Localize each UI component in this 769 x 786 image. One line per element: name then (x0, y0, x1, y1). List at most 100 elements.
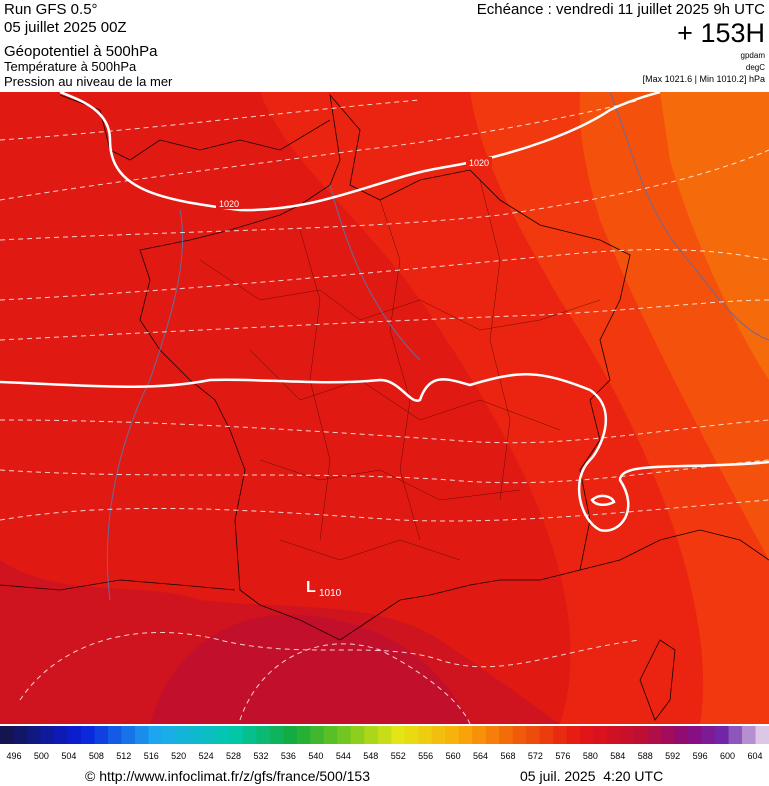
field-title: Température à 500hPa (4, 59, 137, 74)
colorbar-swatch (148, 726, 163, 744)
colorbar-swatch (161, 726, 176, 744)
colorbar-label: 504 (61, 751, 76, 761)
colorbar-swatch (593, 726, 608, 744)
colorbar-swatch (13, 726, 28, 744)
colorbar-label: 500 (34, 751, 49, 761)
colorbar: 496 500 504 508 512 516 520 524 528 532 536 540 544 5… (0, 726, 769, 761)
colorbar-swatch (310, 726, 325, 744)
colorbar-label: 592 (665, 751, 680, 761)
field-title: Géopotentiel à 500hPa (4, 43, 158, 60)
run-date: 05 juillet 2025 00Z (4, 19, 127, 36)
colorbar-label: 548 (363, 751, 378, 761)
colorbar-swatch (728, 726, 743, 744)
colorbar-label: 516 (144, 751, 159, 761)
colorbar-label: 568 (500, 751, 515, 761)
colorbar-label: 512 (116, 751, 131, 761)
colorbar-label: 600 (720, 751, 735, 761)
colorbar-swatch (296, 726, 311, 744)
pressure-range: [Max 1021.6 | Min 1010.2] hPa (643, 74, 765, 84)
colorbar-swatch (121, 726, 136, 744)
colorbar-swatch (256, 726, 271, 744)
colorbar-swatch (404, 726, 419, 744)
colorbar-label: 564 (473, 751, 488, 761)
colorbar-swatch (539, 726, 554, 744)
colorbar-label: 532 (253, 751, 268, 761)
colorbar-swatch (0, 726, 14, 744)
colorbar-label: 544 (336, 751, 351, 761)
colorbar-swatch (526, 726, 541, 744)
colorbar-swatch (647, 726, 662, 744)
colorbar-swatch (269, 726, 284, 744)
colorbar-swatch (323, 726, 338, 744)
colorbar-swatch (188, 726, 203, 744)
colorbar-swatch (553, 726, 568, 744)
colorbar-swatch (755, 726, 769, 744)
colorbar-label: 536 (281, 751, 296, 761)
colorbar-swatch (512, 726, 527, 744)
colorbar-swatch (458, 726, 473, 744)
colorbar-swatch (620, 726, 635, 744)
colorbar-swatch (566, 726, 581, 744)
colorbar-swatch (499, 726, 514, 744)
colorbar-label: 496 (6, 751, 21, 761)
timestamp: 05 juil. 2025 4:20 UTC (520, 768, 663, 784)
colorbar-swatch (134, 726, 149, 744)
colorbar-swatch (242, 726, 257, 744)
colorbar-label: 552 (391, 751, 406, 761)
unit: degC (746, 63, 765, 72)
colorbar-swatch (40, 726, 55, 744)
field-title: Pression au niveau de la mer (4, 74, 173, 89)
run-title: Run GFS 0.5° (4, 1, 98, 18)
colorbar-swatch (53, 726, 68, 744)
colorbar-label: 576 (555, 751, 570, 761)
colorbar-swatch (674, 726, 689, 744)
colorbar-swatch (67, 726, 82, 744)
colorbar-label: 604 (747, 751, 762, 761)
colorbar-swatch (485, 726, 500, 744)
colorbar-label: 588 (638, 751, 653, 761)
colorbar-swatch (283, 726, 298, 744)
colorbar-swatch (202, 726, 217, 744)
colorbar-swatch (445, 726, 460, 744)
colorbar-label: 508 (89, 751, 104, 761)
valid-time: Echéance : vendredi 11 juillet 2025 9h U… (477, 1, 765, 18)
colorbar-swatch (26, 726, 41, 744)
source: © http://www.infoclimat.fr/z/gfs/france/… (85, 768, 370, 784)
colorbar-swatch (364, 726, 379, 744)
low-value: 1010 (319, 588, 342, 599)
colorbar-swatch (418, 726, 433, 744)
colorbar-swatch (94, 726, 109, 744)
colorbar-swatch (431, 726, 446, 744)
colorbar-label: 572 (528, 751, 543, 761)
colorbar-label: 540 (308, 751, 323, 761)
colorbar-swatch (377, 726, 392, 744)
lead-time: + 153H (677, 18, 765, 48)
colorbar-swatch (107, 726, 122, 744)
colorbar-swatch (661, 726, 676, 744)
colorbar-swatch (701, 726, 716, 744)
isobar-label: 1020 (469, 158, 489, 168)
colorbar-label: 580 (583, 751, 598, 761)
colorbar-swatch (634, 726, 649, 744)
colorbar-swatch (715, 726, 730, 744)
colorbar-swatch (350, 726, 365, 744)
colorbar-label: 560 (446, 751, 461, 761)
colorbar-swatch (742, 726, 757, 744)
colorbar-swatch (580, 726, 595, 744)
colorbar-label: 528 (226, 751, 241, 761)
colorbar-swatch (80, 726, 95, 744)
map: 1020 1020 L 1010 (0, 92, 769, 724)
low-symbol: L (306, 579, 316, 596)
colorbar-swatch (337, 726, 352, 744)
unit: gpdam (741, 51, 766, 60)
colorbar-swatch (175, 726, 190, 744)
colorbar-swatch (215, 726, 230, 744)
colorbar-swatch (472, 726, 487, 744)
colorbar-label: 556 (418, 751, 433, 761)
colorbar-label: 524 (199, 751, 214, 761)
colorbar-label: 596 (693, 751, 708, 761)
colorbar-swatch (688, 726, 703, 744)
colorbar-label: 520 (171, 751, 186, 761)
colorbar-label: 584 (610, 751, 625, 761)
